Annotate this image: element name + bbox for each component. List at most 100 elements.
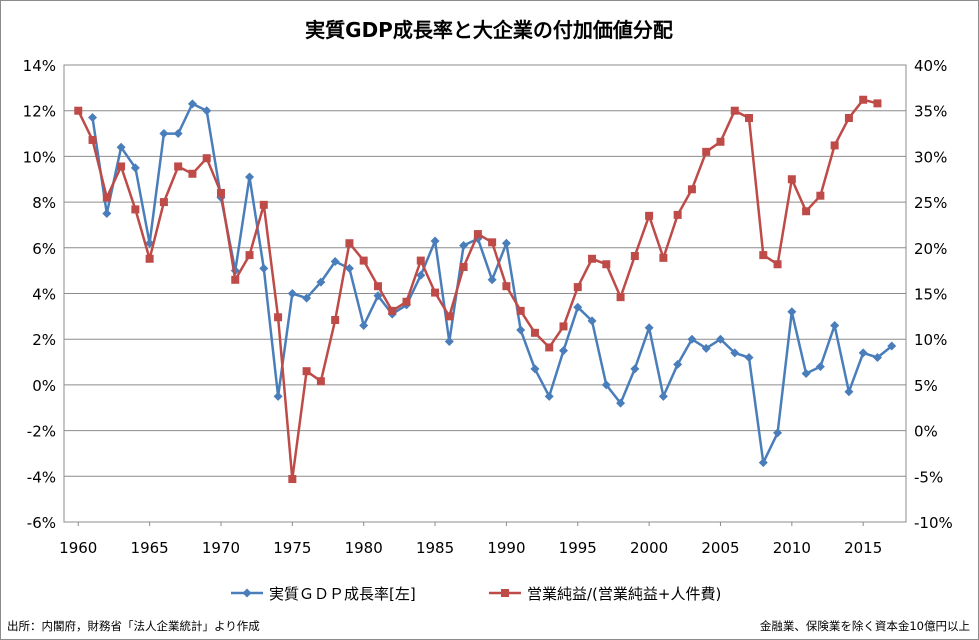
data-point	[545, 343, 554, 352]
data-point	[116, 142, 126, 152]
data-point	[117, 162, 126, 171]
data-point	[488, 238, 497, 247]
data-point	[601, 380, 611, 390]
profit-share-series	[74, 95, 882, 484]
data-point	[544, 391, 554, 401]
right-axis-tick-label: 40%	[914, 57, 947, 75]
data-point	[773, 428, 783, 438]
data-point	[616, 293, 625, 302]
left-axis-tick-label: 6%	[32, 240, 56, 258]
data-point	[259, 263, 269, 273]
data-point	[630, 252, 639, 261]
data-point	[687, 334, 697, 344]
left-axis-tick-label: 2%	[32, 331, 56, 349]
data-point	[516, 325, 526, 335]
data-point	[74, 106, 83, 115]
data-point	[858, 348, 868, 358]
left-axis-tick-label: -4%	[27, 468, 56, 486]
data-point	[159, 198, 168, 207]
data-point	[859, 95, 868, 104]
x-axis-tick-label: 1960	[59, 539, 97, 557]
data-point	[188, 169, 197, 178]
data-point	[644, 323, 654, 333]
x-axis-tick-label: 1990	[487, 539, 525, 557]
data-point	[773, 260, 782, 269]
data-point	[402, 297, 411, 306]
x-axis-tick-label: 1985	[416, 539, 454, 557]
data-point	[459, 262, 468, 271]
data-point	[516, 306, 525, 315]
data-point	[173, 129, 183, 139]
data-point	[373, 282, 382, 291]
data-point	[501, 238, 511, 248]
data-point	[288, 475, 297, 484]
data-point	[445, 312, 454, 321]
data-point	[287, 289, 297, 298]
data-point	[673, 210, 682, 219]
data-point	[730, 106, 739, 115]
data-point	[887, 341, 897, 351]
scope-note: 金融業、保険業を除く資本金10億円以上	[759, 619, 970, 633]
data-point	[88, 135, 97, 144]
data-point	[558, 346, 568, 356]
legend-marker	[501, 589, 509, 597]
data-point	[844, 387, 854, 397]
data-point	[587, 316, 597, 326]
data-point	[602, 260, 611, 269]
right-axis-tick-label: 15%	[914, 286, 947, 304]
data-point	[473, 230, 482, 239]
data-point	[787, 175, 796, 184]
right-axis-tick-label: 0%	[914, 423, 938, 441]
x-axis: 1960 1965 1970 1975 1980 1985 1990 1995 2000 2005…	[59, 522, 882, 557]
right-axis-tick-label: 20%	[914, 240, 947, 258]
gridlines	[64, 64, 906, 523]
x-axis-tick-label: 2000	[630, 539, 668, 557]
data-point	[730, 348, 740, 358]
data-point	[231, 275, 240, 284]
chart-title: 実質GDP成長率と大企業の付加価値分配	[305, 18, 673, 42]
plot-area-border	[63, 64, 907, 523]
x-axis-tick-label: 1975	[273, 539, 311, 557]
data-point	[245, 251, 254, 260]
data-point	[359, 256, 368, 265]
data-point	[787, 307, 797, 317]
data-point	[187, 99, 197, 109]
data-point	[702, 147, 711, 156]
data-point	[715, 334, 725, 344]
legend: 実質ＧＤＰ成長率[左] 営業純益/(営業純益+人件費)	[231, 585, 721, 603]
data-point	[416, 256, 425, 265]
left-axis-tick-label: 10%	[23, 148, 56, 166]
data-point	[844, 114, 853, 123]
right-axis-tick-label: 30%	[914, 148, 947, 166]
data-point	[102, 193, 111, 202]
data-point	[302, 293, 312, 303]
data-point	[658, 391, 668, 401]
data-point	[345, 239, 354, 248]
x-axis-tick-label: 1995	[559, 539, 597, 557]
left-axis-tick-label: 14%	[23, 57, 56, 75]
data-point	[359, 320, 369, 330]
data-point	[559, 322, 568, 331]
left-axis-tick-label: 4%	[32, 286, 56, 304]
left-axis-tick-label: 8%	[32, 194, 56, 212]
data-point	[716, 137, 725, 146]
data-point	[159, 129, 169, 139]
data-point	[801, 368, 811, 378]
data-point	[816, 191, 825, 200]
data-point	[459, 241, 469, 251]
data-point	[202, 106, 212, 116]
data-point	[330, 257, 340, 267]
right-axis-tick-label: 35%	[914, 103, 947, 121]
data-point	[273, 391, 283, 401]
data-point	[616, 398, 626, 408]
data-point	[502, 282, 511, 291]
data-point	[630, 364, 640, 374]
right-y-axis: -10% -5% 0% 5% 10% 15% 20% 25% 30% 35% 40%	[914, 57, 953, 532]
legend-label: 実質ＧＤＰ成長率[左]	[269, 585, 416, 603]
x-axis-tick-label: 1980	[345, 539, 383, 557]
data-point	[102, 209, 112, 219]
x-axis-tick-label: 2010	[773, 539, 811, 557]
right-axis-tick-label: -10%	[914, 514, 953, 532]
data-point	[316, 277, 326, 287]
data-point	[687, 185, 696, 194]
